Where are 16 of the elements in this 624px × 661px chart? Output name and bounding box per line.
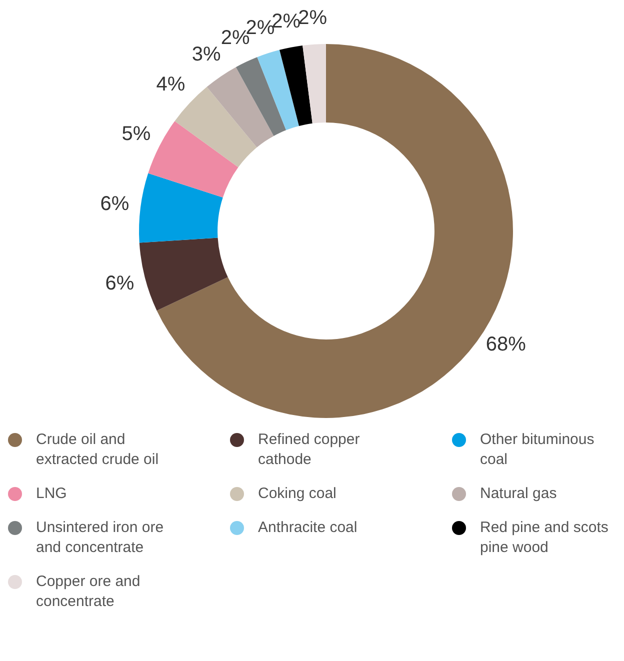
legend-label: Coking coal (258, 484, 336, 504)
legend-label: Copper ore and concentrate (36, 572, 142, 612)
legend-label: LNG (36, 484, 67, 504)
legend-label: Red pine and scots pine wood (480, 518, 610, 558)
data-label: 68% (486, 334, 526, 356)
data-label: 4% (156, 74, 186, 96)
data-label: 6% (105, 272, 134, 294)
legend-label: Crude oil and extracted crude oil (36, 430, 160, 470)
data-label: 5% (122, 122, 151, 145)
legend-label: Natural gas (480, 484, 557, 504)
data-label: 3% (192, 43, 221, 66)
legend-label: Anthracite coal (258, 518, 358, 538)
legend-label: Refined copper cathode (258, 430, 361, 470)
legend-label: Unsintered iron ore and concentrate (36, 518, 165, 558)
data-label: 6% (100, 192, 130, 215)
legend-label: Other bituminous coal (480, 430, 596, 470)
